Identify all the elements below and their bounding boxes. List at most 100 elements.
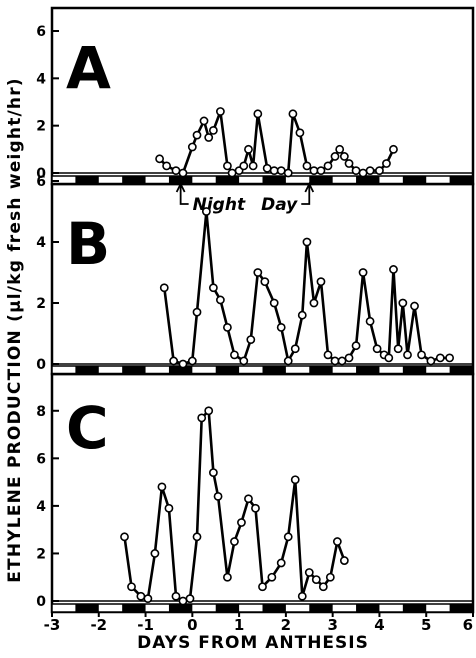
night-segment [122,366,146,374]
data-point [208,468,218,477]
data-point [230,350,239,360]
data-point [335,144,345,154]
data-point [358,268,368,277]
data-point [339,556,349,565]
data-point [199,116,209,126]
night-segment [449,176,473,184]
data-point [269,298,279,308]
data-point [159,283,169,293]
y-tick-label: 8 [36,404,46,420]
data-point [290,475,300,485]
night-segment [356,176,380,184]
data-point [201,207,211,216]
y-tick-label: 6 [36,174,46,190]
x-tick-label: 6 [463,616,473,634]
y-axis-title: ETHYLENE PRODUCTION (µl/kg fresh weight/… [5,77,25,583]
night-segment [122,176,146,184]
x-tick-label: 4 [374,616,384,634]
data-point [323,161,333,171]
data-point [223,161,232,171]
panel-letter: B [66,210,110,278]
data-point [283,356,293,366]
y-tick-label: 2 [36,296,46,312]
data-point [244,144,253,154]
data-point [143,594,153,604]
chart-panels: 0 2 4 6 A Night Day 0 2 4 6 B 0 2 4 6 8 C [36,6,475,614]
day-label: Day [261,195,298,215]
x-tick-label: 3 [327,616,337,634]
y-tick-label: 4 [36,499,46,515]
data-point [288,109,298,119]
data-point [227,168,237,178]
data-point [162,161,172,171]
data-point [344,159,354,168]
data-point [297,310,307,320]
data-point [171,166,181,176]
night-segment [215,366,240,374]
night-label: Night [193,195,246,215]
y-tick-label: 2 [36,119,46,135]
data-point [208,125,218,135]
data-point [155,154,164,164]
night-segment [262,176,286,184]
data-point [187,356,197,366]
data-point [410,301,419,311]
data-point [382,159,391,168]
data-point [136,591,146,601]
night-segment [356,366,380,374]
y-tick-label: 4 [36,71,46,87]
x-tick-label: 1 [234,616,244,634]
data-point [351,166,361,176]
panel-frame [50,6,475,186]
data-point [316,277,326,287]
data-point [192,130,202,140]
data-point [237,518,246,527]
data-point [164,503,174,513]
data-point [197,413,207,423]
night-segment [449,366,473,374]
data-point [302,161,312,171]
data-point [323,350,333,360]
data-point [344,353,354,363]
data-point [157,482,167,492]
data-point [398,298,408,308]
data-point [309,166,319,176]
data-point [192,307,202,317]
data-point [269,166,279,176]
data-point [178,596,188,606]
night-segment [215,176,240,184]
data-point [262,163,272,173]
data-point [120,532,129,542]
y-tick-label: 4 [36,235,46,251]
data-point [244,494,253,504]
data-point [169,356,179,366]
data-point [384,353,394,363]
data-point [283,168,293,178]
data-point [171,591,181,601]
data-point [185,594,195,604]
y-tick-label: 0 [36,166,46,182]
night-segment [122,604,146,612]
data-point [267,572,277,582]
data-point [223,322,232,332]
night-segment [215,604,240,612]
night-segment [262,366,286,374]
data-point [426,356,436,366]
data-point [297,591,307,601]
night-segment [168,366,193,374]
data-point [337,356,347,366]
data-point [290,344,300,354]
data-point [351,341,361,351]
data-point [325,572,335,582]
data-point [276,322,286,332]
data-point [253,109,263,119]
night-segment [402,604,427,612]
panel-a: 0 2 4 6 A Night Day [36,6,475,215]
night-segment [402,176,427,184]
x-tick-label: -1 [137,616,154,634]
night-segment [168,176,193,184]
data-point [178,168,188,178]
data-point [204,133,214,142]
night-segment [75,366,99,374]
data-point [258,582,267,592]
